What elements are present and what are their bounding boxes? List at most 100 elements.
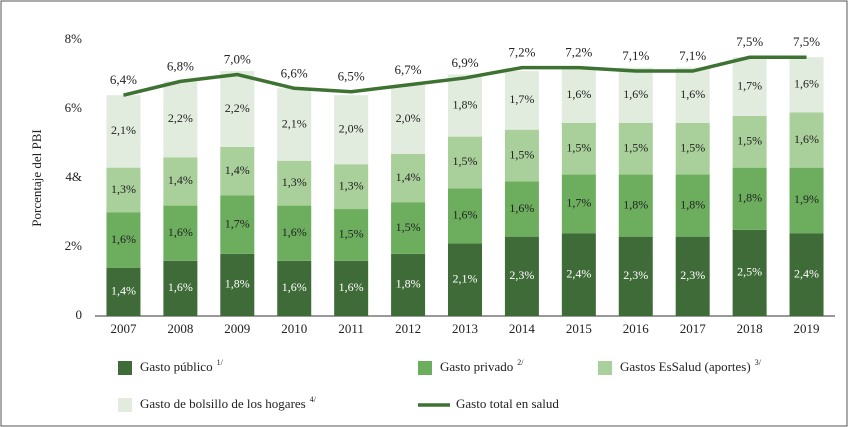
y-tick-label: 6% bbox=[65, 100, 83, 115]
bar-segment bbox=[448, 188, 482, 244]
bar-segment bbox=[106, 95, 141, 168]
bar-segment bbox=[220, 146, 255, 196]
legend-swatch bbox=[118, 361, 132, 375]
segment-label: 1,8% bbox=[623, 197, 648, 211]
line-label: 7,5% bbox=[793, 34, 820, 49]
line-label: 6,5% bbox=[338, 69, 365, 84]
legend-note: 3/ bbox=[755, 358, 762, 367]
segment-label: 1,4% bbox=[396, 170, 421, 184]
y-tick-label: 4& bbox=[65, 169, 82, 184]
bar-segment bbox=[675, 174, 710, 237]
segment-label: 1,7% bbox=[737, 78, 762, 92]
bar-segment bbox=[675, 122, 710, 175]
segment-label: 1,7% bbox=[509, 92, 534, 106]
bar-segment bbox=[504, 236, 539, 316]
segment-label: 1,8% bbox=[737, 190, 762, 204]
x-tick-label: 2012 bbox=[395, 321, 421, 336]
segment-label: 1,4% bbox=[225, 163, 250, 177]
segment-label: 1,7% bbox=[225, 216, 250, 230]
segment-label: 1,9% bbox=[794, 192, 819, 206]
bar-segment bbox=[334, 164, 369, 210]
bar-segment bbox=[618, 122, 653, 175]
line-label: 6,4% bbox=[110, 72, 137, 87]
legend-name: Gastos EsSalud (aportes) bbox=[620, 359, 751, 374]
segment-label: 1,6% bbox=[680, 87, 705, 101]
y-tick-label: 2% bbox=[65, 238, 83, 253]
x-tick-label: 2016 bbox=[623, 321, 650, 336]
segment-label: 1,5% bbox=[509, 147, 534, 161]
bar-segment bbox=[220, 253, 255, 316]
segment-label: 2,5% bbox=[737, 265, 762, 279]
x-tick-label: 2018 bbox=[737, 321, 763, 336]
legend-swatch bbox=[418, 361, 432, 375]
segment-label: 1,6% bbox=[339, 280, 364, 294]
bar-segment bbox=[789, 112, 824, 168]
bar-segment bbox=[163, 81, 198, 158]
bar-segment bbox=[391, 153, 426, 203]
segment-label: 1,8% bbox=[453, 97, 478, 111]
segment-label: 1,6% bbox=[623, 87, 648, 101]
segment-label: 1,6% bbox=[509, 201, 534, 215]
x-tick-label: 2014 bbox=[509, 321, 536, 336]
segment-label: 2,2% bbox=[225, 101, 250, 115]
line-label: 7,0% bbox=[224, 51, 251, 66]
bar-segment bbox=[106, 167, 141, 213]
segment-label: 2,1% bbox=[282, 116, 307, 130]
bar-segment bbox=[334, 95, 369, 165]
bar-segment bbox=[732, 167, 767, 230]
x-tick-label: 2008 bbox=[167, 321, 193, 336]
line-label: 7,2% bbox=[565, 45, 592, 60]
bar-segment bbox=[163, 260, 198, 316]
segment-label: 2,3% bbox=[623, 268, 648, 282]
line-label: 7,2% bbox=[508, 45, 535, 60]
bar-segment bbox=[561, 233, 596, 316]
legend-note: 4/ bbox=[310, 395, 317, 404]
bar-segment bbox=[277, 205, 312, 261]
segment-label: 1,4% bbox=[168, 173, 193, 187]
segment-label: 2,3% bbox=[509, 268, 534, 282]
segment-label: 2,0% bbox=[396, 111, 421, 125]
bar-segment bbox=[561, 122, 596, 175]
y-axis-label: Porcentaje del PBI bbox=[29, 129, 44, 226]
segment-label: 1,5% bbox=[737, 134, 762, 148]
segment-label: 1,5% bbox=[623, 140, 648, 154]
bar-segment bbox=[163, 205, 198, 261]
bar-segment bbox=[391, 253, 426, 316]
line-label: 6,7% bbox=[395, 62, 422, 77]
segment-label: 2,2% bbox=[168, 111, 193, 125]
bar-segment bbox=[504, 129, 539, 182]
bar-segment bbox=[618, 236, 653, 316]
legend-name: Gasto de bolsillo de los hogares bbox=[140, 396, 306, 411]
line-label: 6,8% bbox=[167, 58, 194, 73]
legend-note: 2/ bbox=[517, 358, 524, 367]
segment-label: 1,3% bbox=[282, 175, 307, 189]
legend-label: Gastos EsSalud (aportes) 3/ bbox=[620, 358, 762, 374]
x-tick-label: 2015 bbox=[566, 321, 592, 336]
y-tick-label: 0 bbox=[76, 307, 83, 322]
line-label: 6,9% bbox=[451, 55, 478, 70]
bar-segment bbox=[391, 84, 426, 154]
segment-label: 1,5% bbox=[453, 154, 478, 168]
bar-segment bbox=[675, 236, 710, 316]
bar-segment bbox=[163, 157, 198, 206]
line-label: 7,1% bbox=[679, 48, 706, 63]
bar-segment bbox=[561, 174, 596, 234]
x-tick-label: 2019 bbox=[794, 321, 820, 336]
line-label: 7,5% bbox=[736, 34, 763, 49]
bar-segment bbox=[220, 71, 255, 147]
legend-label: Gasto privado 2/ bbox=[440, 358, 524, 374]
legend-note: 1/ bbox=[217, 358, 224, 367]
segment-label: 1,8% bbox=[680, 197, 705, 211]
bar-segment bbox=[277, 260, 312, 316]
segment-label: 1,6% bbox=[111, 232, 136, 246]
bar-segment bbox=[789, 57, 824, 113]
bar-segment bbox=[732, 115, 767, 168]
legend-swatch bbox=[118, 398, 132, 412]
segment-label: 2,0% bbox=[339, 121, 364, 135]
segment-label: 1,6% bbox=[794, 132, 819, 146]
segment-label: 1,7% bbox=[566, 196, 591, 210]
line-label: 7,1% bbox=[622, 48, 649, 63]
bar-segment bbox=[277, 88, 312, 161]
legend-label: Gasto de bolsillo de los hogares 4/ bbox=[140, 395, 317, 411]
